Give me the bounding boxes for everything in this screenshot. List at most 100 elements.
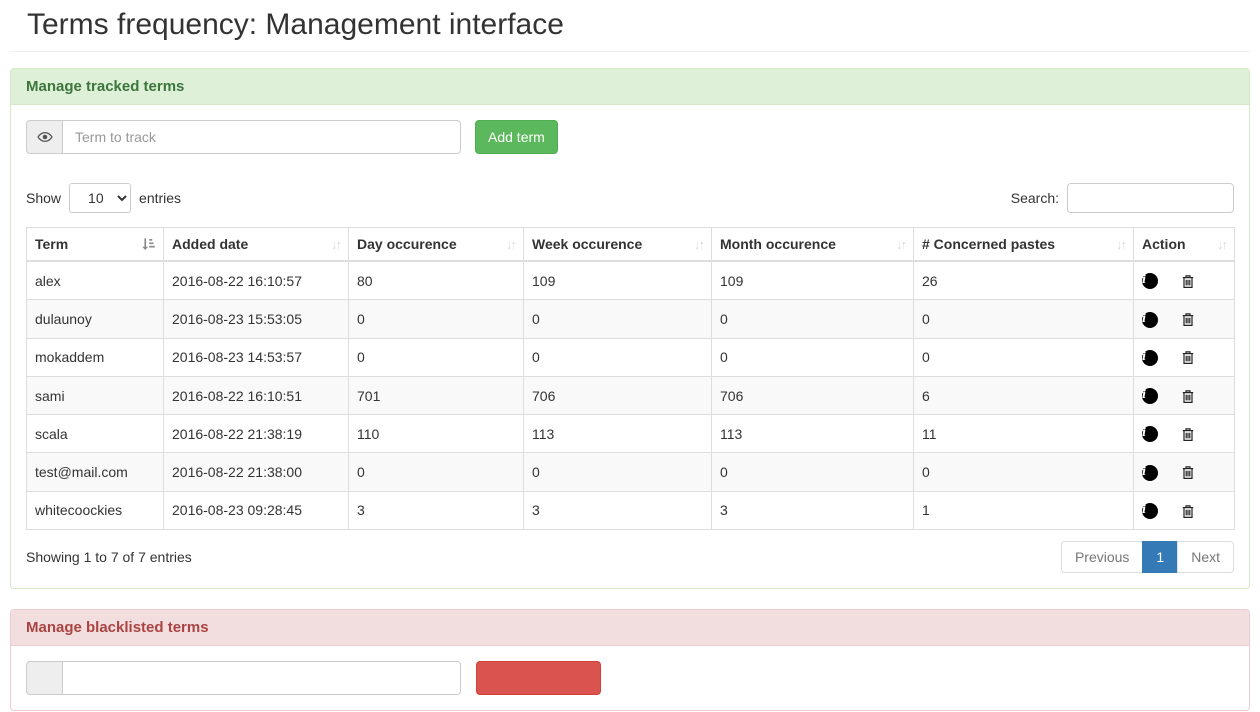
added-date-cell: 2016-08-22 21:38:19 (163, 414, 349, 454)
search-input[interactable] (1067, 183, 1234, 213)
page-header: Terms frequency: Management interface (10, 0, 1250, 52)
pagination-previous[interactable]: Previous (1060, 541, 1144, 574)
month-occurence-cell: 3 (711, 490, 914, 531)
concerned-pastes-cell: 6 (913, 375, 1134, 416)
day-occurence-cell: 0 (348, 337, 524, 377)
week-occurence-cell: 3 (523, 490, 712, 531)
week-occurence-cell: 0 (523, 337, 712, 377)
term-cell: scala (26, 414, 164, 454)
sort-both-icon: ↓↑ (1217, 236, 1228, 252)
blacklisted-terms-panel-body (11, 646, 1249, 710)
week-occurence-cell: 706 (523, 375, 712, 416)
trash-icon[interactable] (1181, 389, 1195, 404)
info-icon[interactable]: i (1142, 273, 1158, 290)
month-occurence-cell: 113 (711, 414, 914, 454)
pagination-page-1[interactable]: 1 (1142, 541, 1179, 574)
action-cell: i (1133, 414, 1235, 454)
term-cell: dulaunoy (26, 299, 164, 339)
add-term-button[interactable]: Add term (475, 120, 558, 154)
info-icon[interactable]: i (1142, 349, 1158, 366)
term-cell: alex (26, 260, 164, 301)
added-date-cell: 2016-08-23 09:28:45 (163, 490, 349, 531)
term-to-track-input[interactable] (62, 120, 461, 154)
column-header-term[interactable]: Term (26, 227, 164, 262)
concerned-pastes-cell: 1 (913, 490, 1134, 531)
table-info-text: Showing 1 to 7 of 7 entries (26, 549, 192, 566)
added-date-cell: 2016-08-23 15:53:05 (163, 299, 349, 339)
table-row: dulaunoy 2016-08-23 15:53:05 0 0 0 0 i (26, 299, 1235, 339)
added-date-cell: 2016-08-23 14:53:57 (163, 337, 349, 377)
table-row: mokaddem 2016-08-23 14:53:57 0 0 0 0 i (26, 337, 1235, 377)
month-occurence-cell: 0 (711, 299, 914, 339)
column-header-month-occurence[interactable]: Month occurence ↓↑ (711, 227, 914, 262)
week-occurence-cell: 113 (523, 414, 712, 454)
day-occurence-cell: 0 (348, 299, 524, 339)
tracked-terms-table: Term (26, 227, 1235, 531)
tracked-terms-panel-body: Add term Show 10 entries Search: (11, 105, 1249, 588)
table-body: alex 2016-08-22 16:10:57 80 109 109 26 i (26, 260, 1235, 531)
column-header-day-occurence[interactable]: Day occurence ↓↑ (348, 227, 524, 262)
trash-icon[interactable] (1181, 312, 1195, 327)
show-label: Show (26, 190, 62, 206)
action-cell: i (1133, 375, 1235, 416)
added-date-cell: 2016-08-22 16:10:51 (163, 375, 349, 416)
concerned-pastes-cell: 0 (913, 337, 1134, 377)
pagination-next[interactable]: Next (1177, 541, 1234, 574)
page-length-select[interactable]: 10 (69, 183, 132, 213)
added-date-cell: 2016-08-22 21:38:00 (163, 452, 349, 492)
term-cell: test@mail.com (26, 452, 164, 492)
page-length-control: Show 10 entries (26, 183, 181, 213)
eye-icon (26, 661, 62, 696)
table-row: sami 2016-08-22 16:10:51 701 706 706 6 i (26, 375, 1235, 416)
term-cell: sami (26, 375, 164, 416)
month-occurence-cell: 0 (711, 337, 914, 377)
concerned-pastes-cell: 0 (913, 452, 1134, 492)
action-cell: i (1133, 452, 1235, 492)
table-header-row: Term (26, 227, 1235, 262)
table-row: alex 2016-08-22 16:10:57 80 109 109 26 i (26, 260, 1235, 301)
info-icon[interactable]: i (1142, 388, 1158, 405)
info-icon[interactable]: i (1142, 464, 1158, 481)
column-header-action[interactable]: Action ↓↑ (1133, 227, 1235, 262)
eye-icon (26, 120, 62, 154)
day-occurence-cell: 110 (348, 414, 524, 454)
action-cell: i (1133, 299, 1235, 339)
trash-icon[interactable] (1181, 504, 1195, 519)
action-cell: i (1133, 490, 1235, 531)
entries-label: entries (139, 190, 182, 206)
trash-icon[interactable] (1181, 465, 1195, 480)
column-header-added-date[interactable]: Added date ↓↑ (163, 227, 349, 262)
day-occurence-cell: 0 (348, 452, 524, 492)
concerned-pastes-cell: 26 (913, 260, 1134, 301)
trash-icon[interactable] (1181, 274, 1195, 289)
search-label: Search: (1010, 190, 1059, 206)
column-header-week-occurence[interactable]: Week occurence ↓↑ (523, 227, 712, 262)
info-icon[interactable]: i (1142, 311, 1158, 328)
trash-icon[interactable] (1181, 427, 1195, 442)
info-icon[interactable]: i (1142, 503, 1158, 520)
concerned-pastes-cell: 11 (913, 414, 1134, 454)
added-date-cell: 2016-08-22 16:10:57 (163, 260, 349, 301)
term-to-blacklist-input[interactable] (62, 661, 461, 696)
page-title: Terms frequency: Management interface (27, 8, 564, 41)
column-header-concerned-pastes[interactable]: # Concerned pastes ↓↑ (913, 227, 1134, 262)
table-search: Search: (1011, 183, 1234, 213)
term-input-group (26, 120, 461, 154)
blacklist-input-group (26, 661, 461, 696)
sort-both-icon: ↓↑ (331, 236, 342, 252)
sort-amount-asc-icon (141, 237, 155, 251)
action-cell: i (1133, 337, 1235, 377)
tracked-terms-panel-heading: Manage tracked terms (11, 69, 1249, 105)
blacklisted-terms-panel: Manage blacklisted terms (10, 609, 1250, 712)
month-occurence-cell: 0 (711, 452, 914, 492)
table-row: test@mail.com 2016-08-22 21:38:00 0 0 0 … (26, 452, 1235, 492)
pagination: Previous 1 Next (1060, 541, 1234, 574)
table-row: scala 2016-08-22 21:38:19 110 113 113 11… (26, 414, 1235, 454)
table-row: whitecoockies 2016-08-23 09:28:45 3 3 3 … (26, 490, 1235, 531)
month-occurence-cell: 706 (711, 375, 914, 416)
blacklist-term-button[interactable] (476, 661, 601, 696)
term-cell: whitecoockies (26, 490, 164, 531)
info-icon[interactable]: i (1142, 426, 1158, 443)
concerned-pastes-cell: 0 (913, 299, 1134, 339)
trash-icon[interactable] (1181, 350, 1195, 365)
